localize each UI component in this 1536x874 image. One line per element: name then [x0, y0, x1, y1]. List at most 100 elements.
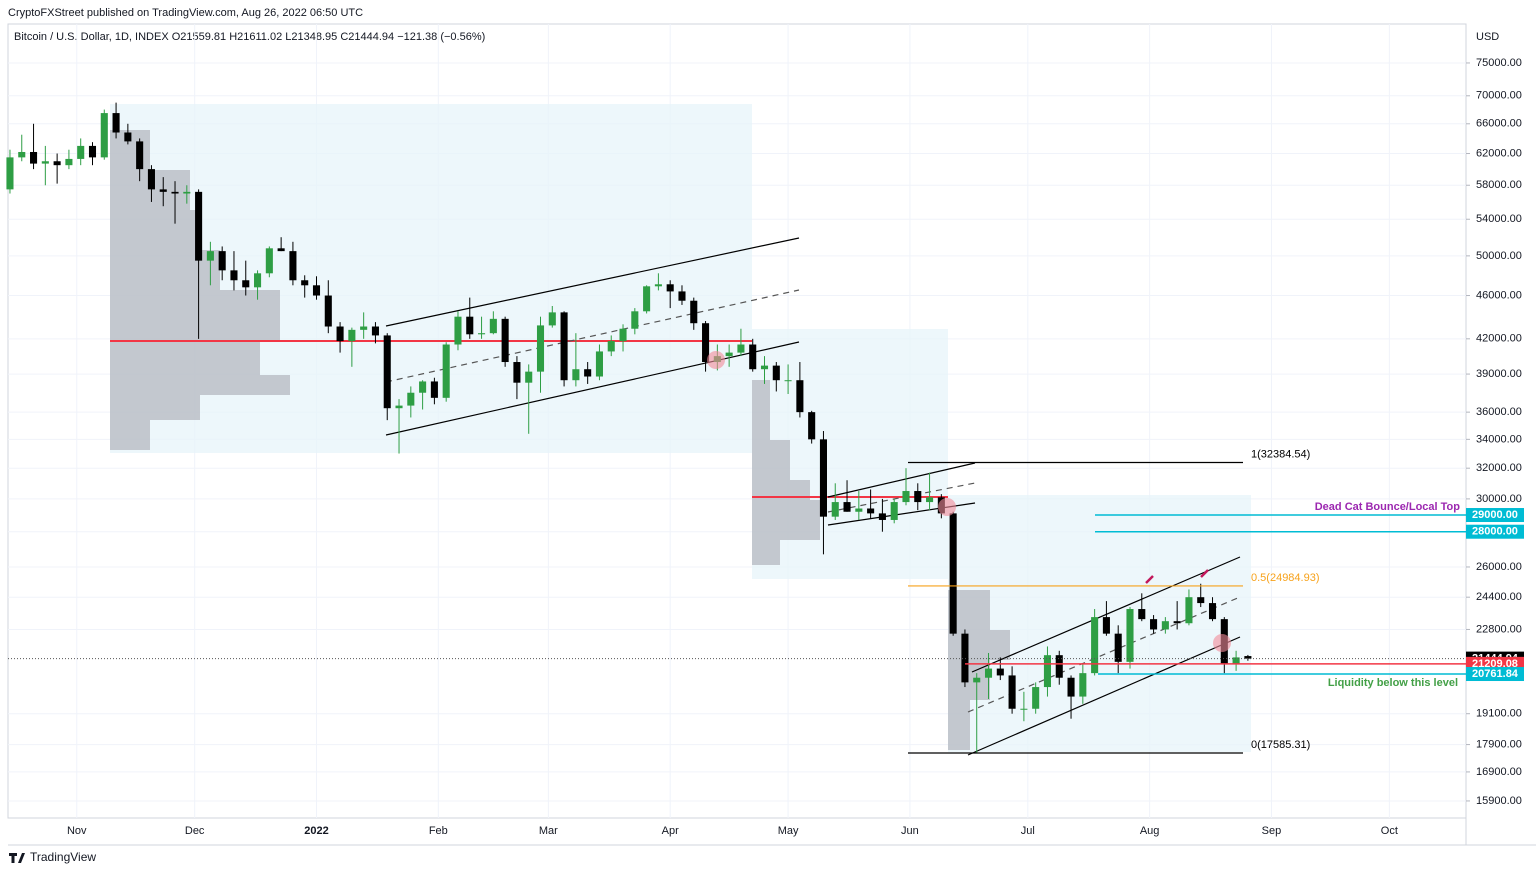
- y-tick-label: 58000.00: [1476, 179, 1522, 191]
- candle-body: [360, 326, 368, 330]
- candle-body: [454, 316, 462, 345]
- candle-body: [112, 113, 120, 133]
- candle-body: [796, 380, 804, 413]
- price-box-label: 29000.00: [1472, 509, 1518, 521]
- candle-body: [1020, 708, 1028, 710]
- y-tick-label: 15900.00: [1476, 795, 1522, 807]
- candle-body: [1244, 656, 1252, 659]
- header: CryptoFXStreet published on TradingView.…: [8, 7, 363, 19]
- top-markers: [1145, 569, 1209, 584]
- highlights: [707, 351, 1231, 652]
- range-box: [948, 495, 1251, 752]
- y-tick-label: 19100.00: [1476, 708, 1522, 720]
- candle-body: [643, 286, 651, 312]
- candle-body: [1055, 655, 1063, 678]
- candle-body: [336, 326, 344, 342]
- highlight: [938, 498, 956, 516]
- candle-body: [749, 344, 757, 370]
- candle-body: [890, 502, 898, 520]
- y-tick-label: 62000.00: [1476, 147, 1522, 159]
- candle-body: [867, 508, 875, 514]
- candle-body: [1043, 655, 1052, 688]
- candle-body: [572, 369, 580, 381]
- candle-body: [442, 344, 450, 398]
- candle-body: [855, 508, 863, 512]
- candle-body: [760, 365, 769, 370]
- candle-body: [784, 380, 792, 382]
- y-tick-label: 36000.00: [1476, 406, 1522, 418]
- candle-body: [242, 280, 250, 288]
- y-tick-label: 70000.00: [1476, 90, 1522, 102]
- candle-body: [30, 151, 38, 164]
- candle-body: [371, 326, 379, 336]
- candle-body: [88, 145, 97, 158]
- candle-body: [926, 497, 934, 503]
- candle-body: [973, 677, 981, 683]
- highlight: [1213, 634, 1231, 652]
- candle-body: [195, 191, 203, 261]
- candle-body: [984, 668, 993, 678]
- candle-body: [254, 273, 262, 288]
- candle-body: [831, 502, 839, 517]
- candle-body: [147, 169, 155, 190]
- candle-body: [65, 158, 73, 166]
- x-tick-label: Feb: [429, 825, 448, 837]
- candle-body: [395, 405, 403, 409]
- candle-body: [6, 157, 14, 190]
- channel-line: [967, 636, 1241, 756]
- y-tick-label: 66000.00: [1476, 118, 1522, 130]
- candle-body: [772, 365, 780, 381]
- candle-body: [678, 291, 686, 301]
- y-tick-label: 22800.00: [1476, 623, 1522, 635]
- candle-body: [265, 248, 273, 274]
- candle-body: [301, 280, 309, 286]
- candle-body: [631, 311, 639, 329]
- candle-body: [18, 151, 26, 158]
- y-tick-label: 75000.00: [1476, 57, 1522, 69]
- x-tick-label: Sep: [1262, 825, 1282, 837]
- candle-body: [1173, 621, 1181, 624]
- candle-body: [124, 132, 132, 142]
- channel-line: [827, 462, 976, 498]
- candle-body: [914, 491, 922, 503]
- candle-body: [536, 325, 545, 372]
- candle-body: [136, 141, 144, 170]
- candle-body: [584, 369, 592, 377]
- x-tick-label: Nov: [67, 825, 87, 837]
- currency: USD: [1476, 31, 1499, 43]
- candle-body: [961, 633, 969, 683]
- candle-body: [183, 191, 191, 194]
- candle-body: [819, 439, 827, 517]
- candle-body: [1197, 597, 1205, 604]
- candle-body: [996, 668, 1004, 676]
- candle-body: [230, 270, 238, 281]
- volume-profile: [948, 590, 1010, 750]
- candle-body: [407, 392, 415, 406]
- y-tick-label: 16900.00: [1476, 766, 1522, 778]
- legend: Bitcoin / U.S. Dollar, 1D, INDEX O21559.…: [14, 31, 485, 43]
- candle-body: [419, 381, 427, 393]
- candle-body: [489, 318, 497, 334]
- x-tick-label: Aug: [1140, 825, 1160, 837]
- candle-body: [737, 344, 745, 353]
- candle-body: [277, 248, 285, 252]
- level-label: 0.5(24984.93): [1251, 572, 1320, 584]
- candle-body: [808, 412, 816, 440]
- candle-body: [41, 161, 49, 164]
- x-tick-label: Jul: [1021, 825, 1035, 837]
- candle-body: [654, 284, 662, 287]
- candle-body: [312, 285, 321, 296]
- candle-body: [53, 161, 61, 166]
- candle-body: [171, 191, 179, 194]
- candle-body: [690, 300, 698, 324]
- candle-body: [77, 145, 85, 159]
- x-tick-label: Oct: [1381, 825, 1398, 837]
- candle-body: [1032, 687, 1040, 709]
- volume-profile: [110, 130, 290, 450]
- candle-body: [1185, 597, 1193, 624]
- candle-body: [430, 381, 438, 398]
- x-tick-label: May: [778, 825, 799, 837]
- candle-body: [725, 352, 733, 357]
